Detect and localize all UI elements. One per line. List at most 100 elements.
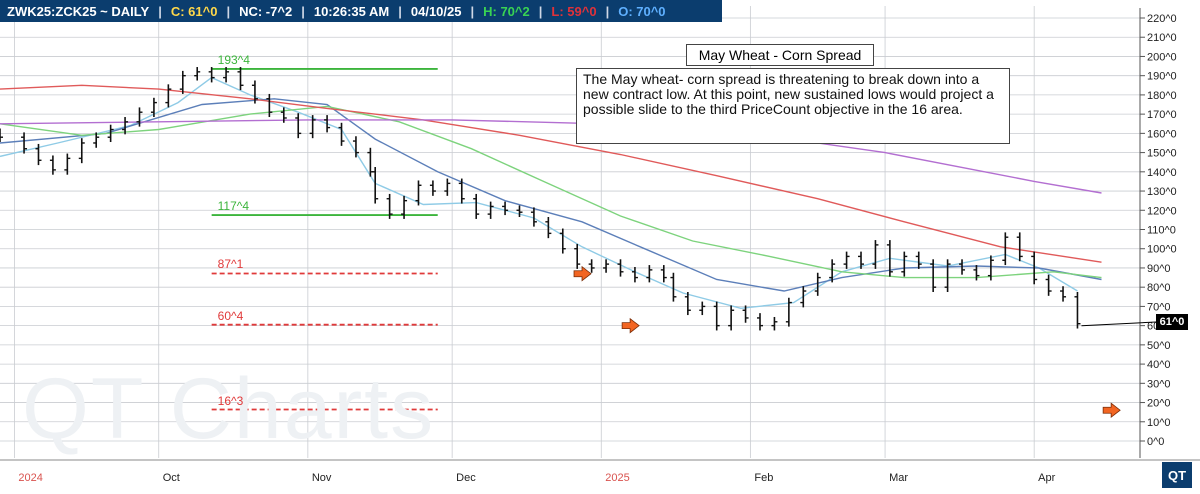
ohlc-bar [309,115,316,139]
ohlc-bar [49,155,56,175]
y-tick-label: 30^0 [1147,378,1171,390]
ohlc-bar [872,240,879,269]
x-tick-label: Nov [312,472,332,484]
header-separator: | [470,3,475,19]
x-tick-label: Feb [754,472,773,484]
x-tick-label: 2025 [605,472,629,484]
target-arrow-icon [621,317,640,334]
ohlc-bar [150,97,157,118]
ohlc-bar [415,180,422,206]
ohlc-bar [1045,274,1052,296]
open-value: O: 70^0 [618,3,666,19]
y-tick-label: 220^0 [1147,13,1177,25]
time-value: 10:26:35 AM [313,3,390,19]
ohlc-bar [194,67,201,81]
target-arrow-icon [1102,402,1121,419]
ohlc-bar [785,297,792,327]
ohlc-bar [502,201,509,216]
ohlc-bar [617,259,624,277]
ohlc-bar [713,301,720,331]
ohlc-bar [295,113,302,139]
symbol-label[interactable]: ZWK25:ZCK25 ~ DAILY [7,3,150,19]
ohlc-bar [684,291,691,316]
ohlc-bar [757,313,763,331]
ohlc-bar [742,305,749,323]
price-target-label: 193^4 [217,52,250,67]
quote-header: ZWK25:ZCK25 ~ DAILY | C: 61^0 | NC: -7^2… [0,0,722,22]
y-tick-label: 50^0 [1147,340,1171,352]
ohlc-bar [987,255,994,281]
y-tick-label: 150^0 [1147,148,1177,160]
ohlc-bar [530,207,537,227]
header-separator: | [301,3,305,19]
net-change-value: NC: -7^2 [239,3,293,19]
y-tick-label: 110^0 [1147,225,1176,237]
x-tick-label: Oct [163,472,180,484]
header-separator: | [226,3,231,19]
ohlc-bar [35,143,42,166]
y-tick-label: 130^0 [1147,186,1177,198]
ohlc-bar [588,259,595,273]
ohlc-bar [372,167,379,204]
ohlc-bar [429,180,436,196]
x-tick-label: Dec [456,472,476,484]
y-tick-label: 170^0 [1147,109,1177,121]
ohlc-bar [959,259,966,275]
ohlc-bar [1031,251,1038,285]
y-tick-label: 190^0 [1147,71,1177,83]
target-arrow-icon [573,265,592,282]
axes: 0^010^020^030^040^050^060^070^080^090^01… [0,8,1200,484]
ohlc-bar [973,265,980,281]
y-tick-label: 0^0 [1147,436,1164,448]
y-tick-label: 140^0 [1147,167,1177,179]
y-tick-label: 70^0 [1147,301,1171,313]
y-tick-label: 200^0 [1147,51,1177,63]
ohlc-bar [324,115,331,133]
ohlc-bar [631,266,638,283]
date-value: 04/10/25 [410,3,462,19]
y-tick-label: 40^0 [1147,359,1171,371]
y-tick-label: 20^0 [1147,398,1171,410]
ohlc-bar [444,178,451,196]
y-tick-label: 120^0 [1147,205,1177,217]
ohlc-bar [944,259,951,292]
x-tick-label: Apr [1038,472,1055,484]
header-separator: | [538,3,543,19]
ohlc-bar [1002,232,1009,266]
ohlc-bar [21,132,28,154]
commentary-note: The May wheat- corn spread is threatenin… [576,68,1010,144]
ohlc-bar [800,286,807,308]
ohlc-bar [0,128,3,143]
ohlc-bar [251,80,258,104]
chart-grid [0,6,1140,458]
low-value: L: 59^0 [551,3,597,19]
moving-average-line [0,98,1102,292]
ohlc-bar [574,243,581,269]
ohlc-bar [352,136,359,158]
price-target-label: 60^4 [217,308,244,323]
ohlc-bar [728,305,735,331]
ohlc-bars [0,67,1081,331]
ohlc-bar [545,217,552,239]
ohlc-bar [930,259,937,292]
ohlc-bar [208,67,215,83]
target-arrows [573,265,1121,419]
ohlc-bar [78,138,85,164]
x-tick-label: 2024 [18,472,42,484]
ohlc-bar [458,178,465,204]
last-price-tag: 61^0 [1156,314,1188,330]
ohlc-bar [1074,291,1081,329]
ohlc-bar [473,193,480,219]
y-tick-label: 210^0 [1147,32,1177,44]
y-tick-label: 80^0 [1147,282,1171,294]
qt-logo[interactable]: QT [1162,462,1192,488]
x-tick-label: Mar [889,472,908,484]
watermark: QT Charts [22,361,436,457]
y-tick-label: 100^0 [1147,244,1177,256]
ohlc-bar [165,84,172,108]
ohlc-bar [179,70,186,94]
ohlc-bar [107,124,114,143]
last-price-pointer [1081,321,1157,327]
moving-average-line [0,84,1102,263]
